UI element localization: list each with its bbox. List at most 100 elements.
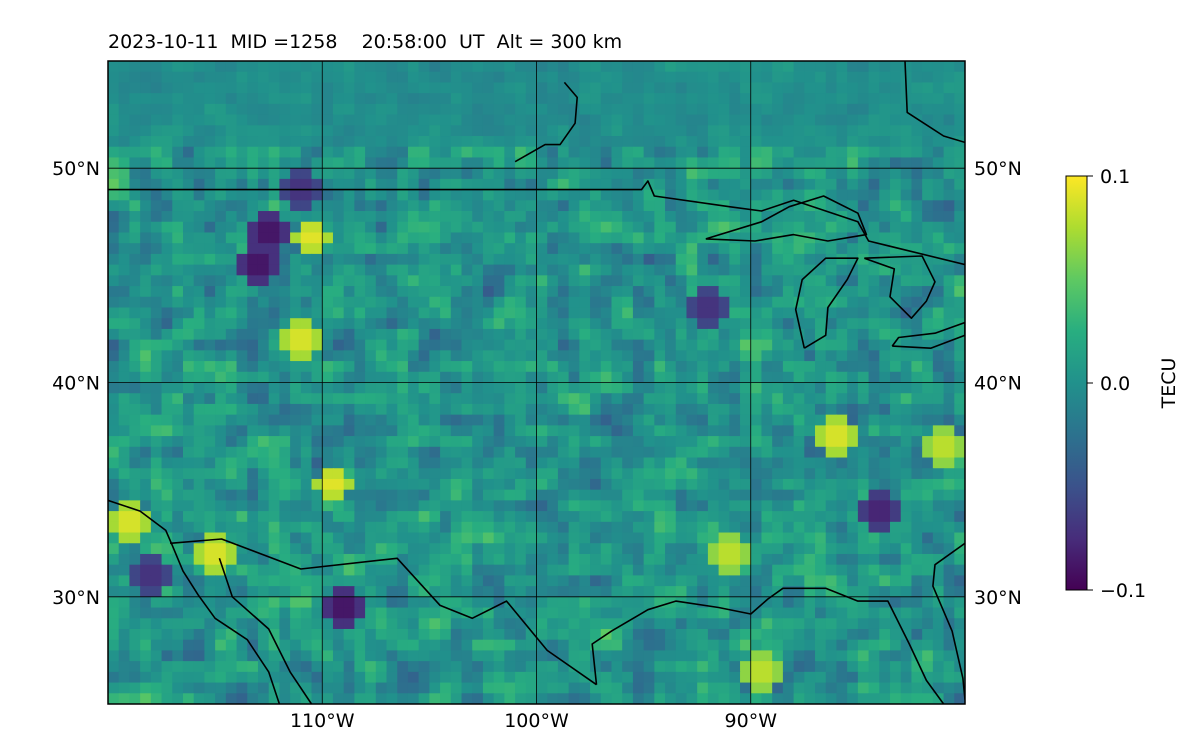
heatmap-cell	[675, 650, 688, 662]
heatmap-cell	[504, 307, 516, 319]
heatmap-cell	[300, 318, 313, 330]
heatmap-cell	[611, 628, 623, 641]
heatmap-cell	[182, 543, 195, 555]
heatmap-cell	[161, 136, 173, 148]
heatmap-cell	[182, 275, 195, 287]
heatmap-cell	[772, 318, 784, 330]
heatmap-cell	[182, 639, 195, 652]
heatmap-cell	[182, 500, 195, 512]
heatmap-cell	[140, 82, 152, 94]
heatmap-cell	[343, 661, 355, 673]
heatmap-cell	[150, 328, 163, 341]
heatmap-cell	[836, 693, 848, 704]
heatmap-cell	[675, 489, 688, 501]
heatmap-cell	[397, 457, 409, 469]
heatmap-cell	[943, 575, 955, 587]
heatmap-cell	[204, 671, 216, 684]
heatmap-cell	[450, 693, 463, 704]
heatmap-cell	[782, 618, 795, 630]
heatmap-cell	[868, 628, 880, 641]
heatmap-cell	[590, 414, 602, 426]
heatmap-cell	[482, 403, 495, 416]
heatmap-cell	[815, 671, 827, 684]
heatmap-cell	[300, 168, 313, 180]
heatmap-cell	[707, 178, 720, 191]
heatmap-cell	[129, 146, 141, 159]
heatmap-cell	[140, 296, 152, 309]
heatmap-cell	[932, 403, 945, 416]
heatmap-cell	[697, 264, 709, 276]
heatmap-cell	[547, 500, 559, 512]
heatmap-cell	[118, 168, 131, 180]
heatmap-cell	[375, 168, 388, 180]
heatmap-cell	[450, 489, 463, 501]
heatmap-cell	[418, 200, 430, 212]
heatmap-cell	[761, 446, 773, 459]
heatmap-cell	[225, 543, 238, 555]
heatmap-cell	[354, 82, 366, 94]
heatmap-cell	[579, 61, 591, 73]
heatmap-cell	[847, 671, 859, 684]
heatmap-cell	[943, 307, 955, 319]
heatmap-cell	[579, 328, 591, 341]
heatmap-cell	[911, 575, 923, 587]
heatmap-cell	[290, 500, 302, 512]
heatmap-cell	[782, 403, 795, 416]
heatmap-cell	[740, 168, 752, 180]
heatmap-cell	[386, 136, 398, 148]
heatmap-cell	[482, 286, 495, 298]
heatmap-cell	[590, 586, 602, 598]
heatmap-cell	[740, 682, 752, 694]
heatmap-cell	[407, 650, 420, 662]
heatmap-cell	[943, 489, 955, 501]
heatmap-cell	[847, 553, 859, 566]
heatmap-cell	[440, 693, 452, 704]
heatmap-cell	[268, 275, 280, 287]
heatmap-cell	[825, 661, 838, 673]
heatmap-cell	[879, 243, 891, 255]
heatmap-cell	[418, 125, 430, 137]
heatmap-cell	[943, 157, 955, 169]
heatmap-cell	[193, 586, 206, 598]
heatmap-cell	[665, 489, 677, 501]
heatmap-cell	[600, 275, 613, 287]
heatmap-cell	[600, 500, 613, 512]
heatmap-cell	[547, 253, 559, 266]
heatmap-cell	[697, 232, 709, 244]
heatmap-cell	[493, 511, 505, 523]
heatmap-cell	[579, 564, 591, 576]
heatmap-cell	[118, 639, 131, 652]
heatmap-cell	[493, 489, 505, 501]
heatmap-cell	[182, 243, 195, 255]
heatmap-cell	[782, 318, 795, 330]
heatmap-cell	[890, 393, 902, 405]
heatmap-cell	[182, 189, 195, 201]
heatmap-cell	[665, 93, 677, 105]
heatmap-cell	[140, 136, 152, 148]
heatmap-cell	[375, 71, 388, 84]
heatmap-cell	[922, 543, 934, 555]
heatmap-cell	[815, 371, 827, 384]
heatmap-cell	[622, 82, 634, 94]
heatmap-cell	[729, 607, 741, 619]
heatmap-cell	[579, 264, 591, 276]
heatmap-cell	[397, 136, 409, 148]
heatmap-cell	[108, 125, 120, 137]
heatmap-cell	[354, 103, 366, 116]
heatmap-cell	[397, 425, 409, 437]
heatmap-cell	[804, 511, 816, 523]
heatmap-cell	[300, 232, 313, 244]
heatmap-cell	[118, 157, 131, 169]
heatmap-cell	[622, 275, 634, 287]
heatmap-cell	[579, 243, 591, 255]
heatmap-cell	[632, 125, 645, 137]
heatmap-cell	[761, 693, 773, 704]
heatmap-cell	[129, 243, 141, 255]
heatmap-cell	[954, 457, 965, 469]
heatmap-cell	[215, 639, 227, 652]
heatmap-cell	[954, 532, 965, 544]
heatmap-cell	[493, 532, 505, 544]
heatmap-cell	[236, 553, 248, 566]
heatmap-cell	[515, 403, 527, 416]
heatmap-cell	[418, 511, 430, 523]
